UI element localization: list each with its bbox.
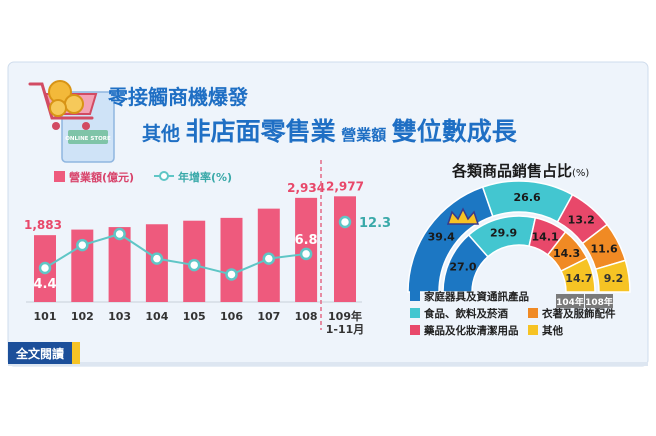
growth-rate-point xyxy=(187,258,201,272)
ring-year-tag xyxy=(556,294,584,308)
legend-swatch xyxy=(410,308,420,318)
data-label: 6.8 xyxy=(295,233,318,248)
growth-rate-line xyxy=(44,232,307,276)
x-tick-label: 104 xyxy=(145,310,168,323)
x-tick-label: 103 xyxy=(108,310,131,323)
data-label: 2,977 xyxy=(326,179,364,193)
growth-rate-point xyxy=(76,238,89,252)
growth-rate-point xyxy=(338,215,352,229)
x-tick-label: 107 xyxy=(257,310,280,323)
bar xyxy=(220,217,243,302)
bar-chart: 101 102 103 104 105 106 107 108 109年 1-11月 1,883 2,… xyxy=(24,179,391,336)
x-tick-label: 106 xyxy=(220,310,243,323)
slice-value-label: 14.1 xyxy=(532,230,559,243)
slice-value-label: 29.9 xyxy=(490,226,517,239)
legend-line-marker xyxy=(159,171,169,181)
donut-title-unit: (%) xyxy=(572,168,589,179)
ring-year-label: 104年 xyxy=(556,296,584,308)
slice-value-label: 27.0 xyxy=(449,261,476,274)
bar xyxy=(108,227,131,302)
ring-year-tag xyxy=(585,294,613,308)
slice-value-label: 26.6 xyxy=(514,191,541,204)
store-sign-text: ONLINE STORE xyxy=(65,136,111,142)
growth-rate-point xyxy=(38,261,52,275)
slice-value-label: 13.2 xyxy=(568,214,595,227)
title-line-1: 零接觸商機爆發 xyxy=(107,85,248,109)
data-label: 2,934 xyxy=(287,181,325,195)
donut-slice xyxy=(560,257,596,293)
legend-swatch xyxy=(528,308,538,318)
legend-bar-swatch xyxy=(54,171,65,182)
x-tick-label: 105 xyxy=(183,310,206,323)
slice-value-label: 9.2 xyxy=(604,272,624,285)
legend-swatch xyxy=(410,291,420,301)
title-segment-growth: 雙位數成長 xyxy=(392,117,518,146)
legend-label: 家庭器具及資通訊產品 xyxy=(424,290,529,303)
x-tick-label: 102 xyxy=(71,310,94,323)
growth-rate-point xyxy=(262,252,276,265)
slice-value-label: 39.4 xyxy=(428,231,455,244)
legend-label: 其他 xyxy=(542,324,563,337)
data-label: 1,883 xyxy=(24,218,62,232)
crown-icon xyxy=(446,207,480,225)
bar-chart-legend: 營業額(億元) 年增率(%) xyxy=(54,170,232,184)
legend-label: 衣著及服飾配件 xyxy=(542,307,616,320)
donut-chart-title: 各類商品銷售占比(%) xyxy=(451,162,589,180)
slice-value-label: 11.6 xyxy=(591,243,618,256)
panel-shadow xyxy=(8,362,648,366)
cart-illustration: ONLINE STORE xyxy=(28,80,115,163)
title-segment-revenue: 營業額 xyxy=(341,126,386,144)
read-more-button[interactable]: 全文閱讀 xyxy=(8,342,80,364)
legend-line-label: 年增率(%) xyxy=(178,170,232,184)
growth-rate-point xyxy=(113,227,126,241)
x-tick-label: 109年 1-11月 xyxy=(326,309,365,336)
slice-value-label: 14.7 xyxy=(565,272,592,285)
growth-rate-point xyxy=(299,247,313,261)
legend-label: 食品、飲料及菸酒 xyxy=(423,307,508,320)
x-tick-label: 101 xyxy=(34,310,57,323)
donut-slice xyxy=(594,259,631,293)
title-segment-nonstore: 非店面零售業 xyxy=(186,117,336,146)
data-label: 12.3 xyxy=(359,216,391,231)
growth-rate-point xyxy=(150,252,164,265)
growth-rate-point xyxy=(225,268,238,281)
read-more-label: 全文閱讀 xyxy=(15,346,64,361)
slice-value-label: 14.3 xyxy=(553,247,580,260)
x-tick-label: 108 xyxy=(295,310,318,323)
donut-title-text: 各類商品銷售占比 xyxy=(451,162,572,180)
bar xyxy=(334,196,356,302)
title-segment-other: 其他 xyxy=(142,122,180,145)
data-label: 4.4 xyxy=(33,277,56,292)
legend-swatch xyxy=(528,325,538,335)
legend-bar-label: 營業額(億元) xyxy=(69,170,134,184)
legend-label: 藥品及化妝清潔用品 xyxy=(423,324,519,337)
donut-chart: 27.0 29.9 14.1 14.3 14.7 39.4 26.6 13.2 11.6 9.2 1… xyxy=(407,180,631,308)
ring-year-label: 108年 xyxy=(585,296,613,308)
legend-swatch xyxy=(410,325,420,335)
title-line-2: 其他 非店面零售業 營業額 雙位數成長 xyxy=(142,117,518,146)
